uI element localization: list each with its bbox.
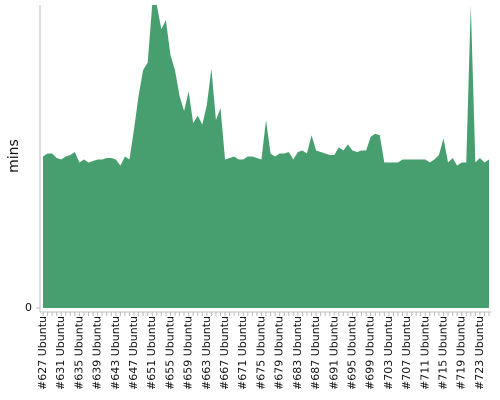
x-tick-label: #635 Ubuntu: [72, 316, 85, 390]
x-tick-label: #651 Ubuntu: [145, 316, 158, 390]
y-tick-label: 0: [25, 301, 32, 314]
x-tick-label: #631 Ubuntu: [54, 316, 67, 390]
x-tick-label: #723 Ubuntu: [473, 316, 486, 390]
x-tick-label: #691 Ubuntu: [327, 316, 340, 390]
x-tick-label: #643 Ubuntu: [109, 316, 122, 390]
x-tick-label: #659 Ubuntu: [182, 316, 195, 390]
x-tick-label: #711 Ubuntu: [418, 316, 431, 390]
x-tick-label: #687 Ubuntu: [309, 316, 322, 390]
x-tick-label: #663 Ubuntu: [200, 316, 213, 390]
x-tick-label: #647 Ubuntu: [127, 316, 140, 390]
y-axis-title: mins: [6, 139, 22, 173]
x-tick-label: #699 Ubuntu: [364, 316, 377, 390]
x-tick-label: #627 Ubuntu: [36, 316, 49, 390]
x-tick-label: #679 Ubuntu: [273, 316, 286, 390]
x-tick-label: #667 Ubuntu: [218, 316, 231, 390]
x-tick-label: #671 Ubuntu: [236, 316, 249, 390]
x-tick-label: #703 Ubuntu: [382, 316, 395, 390]
area: [43, 5, 489, 308]
x-tick-label: #675 Ubuntu: [254, 316, 267, 390]
x-tick-label: #683 Ubuntu: [291, 316, 304, 390]
x-tick-label: #695 Ubuntu: [345, 316, 358, 390]
x-tick-label: #707 Ubuntu: [400, 316, 413, 390]
x-tick-label: #715 Ubuntu: [436, 316, 449, 390]
x-tick-label: #719 Ubuntu: [455, 316, 468, 390]
x-tick-label: #655 Ubuntu: [163, 316, 176, 390]
x-tick-label: #639 Ubuntu: [91, 316, 104, 390]
